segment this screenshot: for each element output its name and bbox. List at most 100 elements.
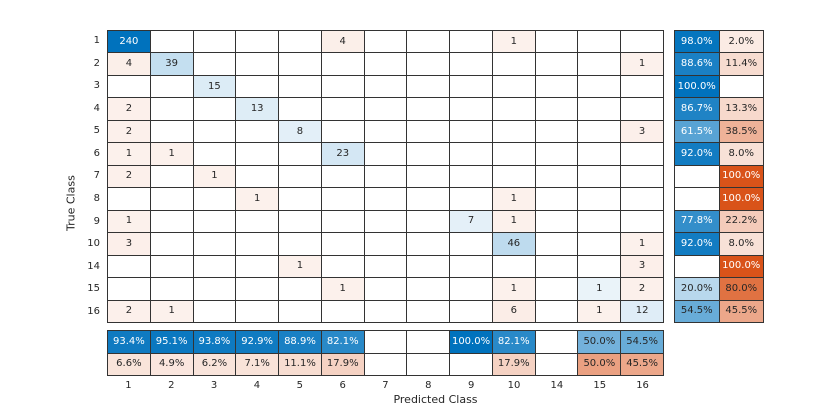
- col-summary-correct-cell: 93.8%: [193, 331, 236, 353]
- matrix-cell: [407, 188, 450, 210]
- matrix-cell: [535, 233, 578, 255]
- x-tick-label: 5: [296, 379, 303, 391]
- matrix-cell: [236, 120, 279, 143]
- row-summary-incorrect-cell: 13.3%: [719, 98, 763, 120]
- matrix-cell: [364, 188, 407, 210]
- x-tick-label: 2: [168, 379, 175, 391]
- matrix-cell: [279, 233, 321, 255]
- row-summary-incorrect-cell: 100.0%: [719, 255, 763, 278]
- x-tick-label: 3: [210, 379, 218, 391]
- matrix-cell: [535, 31, 578, 53]
- matrix-cell: [578, 255, 621, 278]
- row-summary-correct-cell: [675, 165, 719, 188]
- matrix-cell: [150, 31, 193, 53]
- matrix-cell: [236, 300, 279, 322]
- matrix-cell: [279, 53, 321, 75]
- row-summary-incorrect-cell: 8.0%: [719, 233, 763, 255]
- matrix-cell: [450, 188, 492, 210]
- matrix-cell: [236, 210, 279, 233]
- matrix-cell: [621, 143, 663, 165]
- matrix-cell: [535, 300, 578, 322]
- matrix-cell: [364, 300, 407, 322]
- matrix-cell: [407, 278, 450, 300]
- matrix-cell: [621, 188, 663, 210]
- matrix-cell: [535, 143, 578, 165]
- matrix-cell: [492, 75, 535, 98]
- row-summary-correct-cell: [675, 188, 719, 210]
- col-summary-correct-cell: [535, 331, 578, 353]
- x-tick-label: 14: [550, 379, 564, 391]
- row-summary-correct-cell: 92.0%: [675, 143, 719, 165]
- matrix-cell: [150, 75, 193, 98]
- x-axis-tick-labels: 1 2 3 4 5 6 7 8 9 10 14 15 16: [107, 379, 664, 392]
- matrix-cell: [193, 31, 236, 53]
- matrix-cell: 240: [108, 31, 150, 53]
- matrix-cell: [578, 210, 621, 233]
- matrix-cell: 12: [621, 300, 663, 322]
- matrix-cell: 3: [621, 255, 663, 278]
- matrix-cell: [578, 165, 621, 188]
- matrix-cell: [535, 255, 578, 278]
- matrix-cell: 1: [108, 143, 150, 165]
- y-tick-label: 9: [93, 215, 100, 227]
- y-axis-tick-labels: 1 2 3 4 5 6 7 8 9 10 14 15 16: [58, 30, 100, 323]
- y-tick-label: 2: [93, 57, 100, 69]
- row-summary-correct-cell: 86.7%: [675, 98, 719, 120]
- row-summary-incorrect-cell: 2.0%: [719, 31, 763, 53]
- col-summary-correct-cell: 100.0%: [450, 331, 492, 353]
- matrix-cell: [364, 98, 407, 120]
- matrix-cell: [492, 143, 535, 165]
- matrix-cell: 1: [492, 31, 535, 53]
- matrix-cell: 39: [150, 53, 193, 75]
- col-summary-incorrect-cell: [407, 353, 450, 375]
- matrix-cell: [108, 278, 150, 300]
- matrix-cell: [407, 75, 450, 98]
- matrix-cell: [279, 278, 321, 300]
- row-summary-incorrect-cell: 11.4%: [719, 53, 763, 75]
- col-summary-incorrect-cell: 6.2%: [193, 353, 236, 375]
- col-summary-incorrect-cell: 4.9%: [150, 353, 193, 375]
- row-summary-incorrect-cell: [719, 75, 763, 98]
- matrix-cell: [578, 53, 621, 75]
- matrix-cell: 2: [108, 98, 150, 120]
- col-summary-incorrect-cell: 6.6%: [108, 353, 150, 375]
- matrix-cell: [236, 75, 279, 98]
- matrix-cell: [150, 165, 193, 188]
- matrix-cell: [492, 53, 535, 75]
- y-tick-label: 5: [93, 125, 100, 137]
- matrix-cell: [450, 300, 492, 322]
- matrix-cell: [193, 210, 236, 233]
- x-tick-label: 10: [507, 379, 521, 391]
- matrix-cell: [407, 210, 450, 233]
- row-summary-grid: 98.0% 2.0% 88.6% 11.4% 100.0% 86.7% 13.3% 61.5%…: [674, 30, 764, 323]
- matrix-cell: [407, 31, 450, 53]
- matrix-cell: [321, 53, 364, 75]
- matrix-cell: [535, 98, 578, 120]
- y-tick-label: 4: [93, 102, 100, 114]
- col-summary-correct-cell: 95.1%: [150, 331, 193, 353]
- matrix-cell: [621, 31, 663, 53]
- col-summary-correct-cell: 54.5%: [621, 331, 663, 353]
- x-tick-label: 4: [253, 379, 261, 391]
- matrix-cell: [578, 233, 621, 255]
- matrix-cell: [578, 31, 621, 53]
- x-axis-title: Predicted Class: [393, 393, 478, 406]
- matrix-cell: [535, 120, 578, 143]
- col-summary-correct-cell: 93.4%: [108, 331, 150, 353]
- matrix-cell: [150, 188, 193, 210]
- matrix-cell: [364, 31, 407, 53]
- matrix-cell: 2: [621, 278, 663, 300]
- matrix-cell: 3: [108, 233, 150, 255]
- matrix-cell: [450, 255, 492, 278]
- matrix-cell: [578, 98, 621, 120]
- matrix-cell: [236, 31, 279, 53]
- row-summary-correct-cell: 61.5%: [675, 120, 719, 143]
- col-summary-correct-cell: [407, 331, 450, 353]
- matrix-cell: 1: [492, 278, 535, 300]
- matrix-cell: [150, 98, 193, 120]
- matrix-cell: [364, 278, 407, 300]
- matrix-cell: [108, 75, 150, 98]
- matrix-cell: [321, 75, 364, 98]
- matrix-cell: 15: [193, 75, 236, 98]
